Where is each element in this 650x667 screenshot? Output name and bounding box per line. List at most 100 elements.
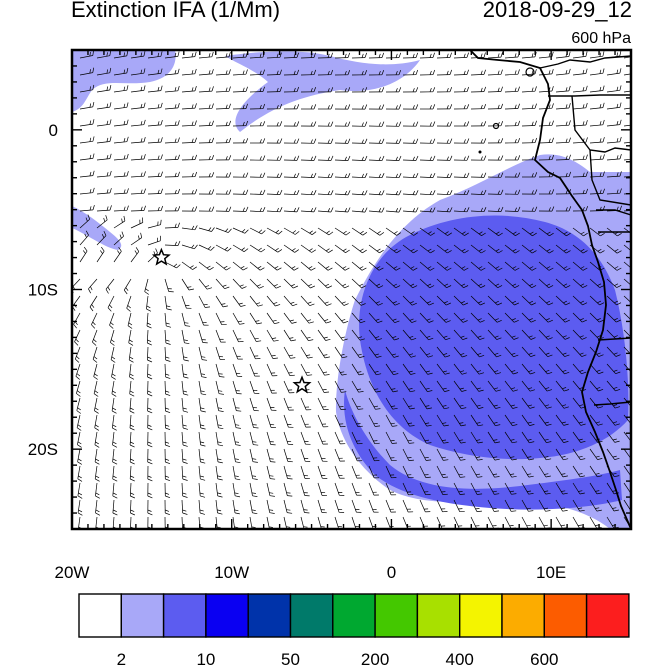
wind-barb — [470, 189, 487, 195]
wind-barb — [74, 329, 81, 346]
wind-barb — [147, 120, 163, 127]
wind-barb — [249, 312, 262, 325]
wind-barb — [521, 363, 536, 375]
wind-barb — [487, 172, 504, 178]
wind-barb — [266, 278, 281, 289]
wind-barb — [521, 414, 535, 426]
wind-barb — [109, 312, 115, 329]
wind-barb — [215, 278, 230, 290]
wind-barb — [470, 380, 484, 392]
colorbar-label: 50 — [281, 650, 300, 667]
wind-barb — [606, 171, 622, 178]
wind-barb — [385, 52, 402, 59]
wind-barb — [623, 278, 631, 286]
wind-barb — [589, 188, 605, 195]
wind-barb — [521, 154, 538, 161]
wind-barb — [504, 103, 520, 110]
wind-barb — [215, 103, 231, 110]
wind-barb — [105, 278, 115, 294]
wind-barb — [300, 244, 316, 253]
wind-barb — [436, 363, 450, 375]
wind-barb — [181, 137, 197, 144]
wind-barb — [232, 120, 249, 127]
wind-barb — [453, 207, 470, 213]
wind-barb — [453, 397, 467, 410]
wind-barb — [249, 295, 263, 307]
wind-barb — [606, 465, 620, 478]
wind-barb — [572, 482, 585, 495]
wind-barb — [283, 138, 300, 144]
wind-barb — [283, 516, 291, 529]
wind-barb — [419, 329, 434, 341]
wind-barb — [215, 69, 231, 76]
wind-barb — [334, 278, 350, 289]
wind-barb — [538, 465, 551, 478]
wind-barb — [606, 188, 622, 195]
wind-barb — [470, 227, 486, 236]
wind-barb — [318, 104, 334, 110]
wind-barb — [487, 346, 502, 358]
wind-barb — [266, 155, 283, 161]
wind-barb — [606, 346, 621, 357]
wind-barb — [504, 69, 520, 76]
wind-barb — [589, 119, 605, 127]
wind-barb — [181, 120, 197, 127]
wind-barb — [334, 397, 346, 410]
wind-barb — [112, 465, 118, 482]
wind-barb — [385, 363, 399, 376]
wind-barb — [283, 172, 300, 178]
wind-barb — [266, 448, 276, 463]
shade-low-west-patch — [72, 206, 122, 250]
wind-barb — [283, 121, 300, 127]
wind-barb — [164, 295, 172, 311]
wind-barb — [96, 136, 112, 144]
wind-barb — [385, 155, 402, 161]
wind-barb — [453, 482, 465, 495]
wind-barb — [402, 87, 419, 93]
wind-barb — [402, 155, 419, 161]
wind-barb — [385, 329, 400, 341]
wind-barb — [402, 104, 419, 110]
wind-barb — [538, 137, 554, 144]
wind-barb — [351, 312, 366, 324]
wind-barb — [538, 120, 554, 127]
wind-barb — [436, 346, 451, 358]
wind-barb — [402, 397, 415, 410]
wind-barb — [266, 414, 277, 429]
wind-barb — [130, 499, 136, 516]
wind-barb — [470, 431, 483, 444]
wind-barb — [436, 244, 452, 254]
wind-barb — [521, 329, 536, 340]
wind-barb — [521, 227, 537, 237]
wind-barb — [147, 102, 163, 110]
wind-barb — [521, 120, 537, 127]
wind-barb — [521, 206, 538, 212]
wind-barb — [181, 295, 192, 309]
lon-tick-label: 20W — [55, 563, 90, 582]
wind-barb — [419, 155, 436, 161]
wind-barb — [487, 295, 503, 306]
wind-barb — [402, 482, 414, 496]
wind-barb — [112, 431, 118, 448]
wind-barb — [130, 154, 146, 161]
wind-barb — [334, 465, 345, 479]
wind-barb — [249, 227, 266, 235]
wind-barb — [215, 155, 232, 161]
wind-barb — [368, 52, 385, 59]
wind-barb — [419, 207, 436, 213]
wind-barb — [623, 346, 631, 355]
wind-barb — [402, 278, 418, 289]
wind-barb — [487, 86, 503, 93]
wind-barb — [215, 312, 227, 326]
wind-barb — [385, 69, 402, 76]
shade-low-nw-patch — [72, 50, 176, 112]
wind-barb — [93, 363, 98, 380]
wind-barb — [130, 102, 146, 110]
wind-barb — [402, 244, 418, 254]
wind-barb — [555, 329, 570, 340]
wind-barb — [96, 119, 112, 127]
wind-barb — [215, 244, 232, 252]
wind-barb — [470, 312, 485, 323]
wind-barb — [283, 295, 298, 307]
wind-barb — [147, 219, 162, 229]
